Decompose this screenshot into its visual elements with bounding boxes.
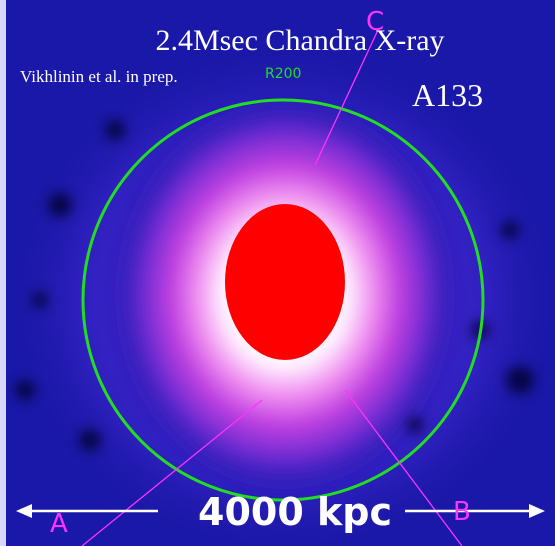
marker-label: A [50, 509, 68, 539]
marker-label: C [366, 7, 384, 37]
page: 2.4Msec Chandra X-ray Vikhlinin et al. i… [0, 0, 555, 546]
object-name: A133 [412, 77, 483, 113]
credit: Vikhlinin et al. in prep. [20, 67, 178, 86]
circle-label: R200 [265, 66, 301, 82]
marker-label: B [453, 497, 471, 527]
core [225, 204, 345, 360]
xray-image: 2.4Msec Chandra X-ray Vikhlinin et al. i… [0, 0, 555, 546]
scale-bar-label: 4000 kpc [198, 490, 392, 534]
title: 2.4Msec Chandra X-ray [155, 24, 444, 57]
left-strip [0, 0, 6, 546]
